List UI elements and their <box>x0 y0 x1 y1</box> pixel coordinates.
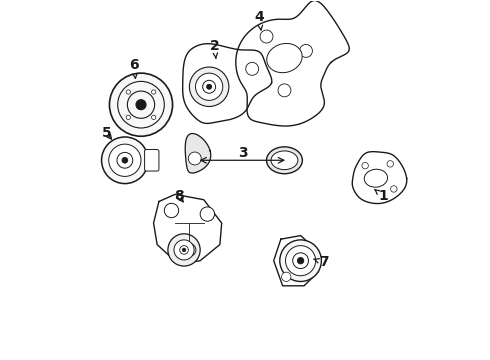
Circle shape <box>101 137 148 184</box>
Polygon shape <box>352 152 407 203</box>
Text: 3: 3 <box>239 146 248 160</box>
Text: 7: 7 <box>314 256 329 270</box>
Polygon shape <box>183 44 272 123</box>
Circle shape <box>299 44 313 57</box>
Text: 4: 4 <box>254 10 264 30</box>
Circle shape <box>245 62 259 75</box>
Circle shape <box>151 115 156 120</box>
Ellipse shape <box>267 44 302 73</box>
Circle shape <box>260 30 273 43</box>
Text: 6: 6 <box>129 58 139 78</box>
Polygon shape <box>274 235 318 286</box>
Text: 5: 5 <box>102 126 112 140</box>
FancyBboxPatch shape <box>145 149 159 171</box>
Circle shape <box>207 84 212 89</box>
Circle shape <box>362 162 368 169</box>
Ellipse shape <box>271 151 298 170</box>
Circle shape <box>182 248 186 252</box>
Circle shape <box>278 84 291 97</box>
Circle shape <box>282 272 291 282</box>
Circle shape <box>122 157 128 163</box>
Ellipse shape <box>267 147 302 174</box>
Circle shape <box>200 207 215 221</box>
Circle shape <box>196 73 223 100</box>
Polygon shape <box>153 194 221 264</box>
Circle shape <box>126 115 130 120</box>
Circle shape <box>168 234 200 266</box>
Circle shape <box>293 253 309 269</box>
Text: 2: 2 <box>210 39 220 58</box>
Circle shape <box>391 186 397 192</box>
Circle shape <box>203 80 216 93</box>
Circle shape <box>188 152 201 165</box>
Text: 1: 1 <box>375 189 388 203</box>
Text: 8: 8 <box>174 189 184 203</box>
Polygon shape <box>185 134 211 173</box>
Circle shape <box>174 240 194 260</box>
Circle shape <box>297 257 304 264</box>
Circle shape <box>109 73 172 136</box>
Circle shape <box>109 144 141 176</box>
Circle shape <box>190 67 229 107</box>
Circle shape <box>280 240 321 282</box>
Circle shape <box>126 90 130 94</box>
Circle shape <box>164 203 179 218</box>
Ellipse shape <box>364 169 388 187</box>
Circle shape <box>286 246 316 276</box>
Circle shape <box>180 246 188 254</box>
Circle shape <box>136 100 146 110</box>
Polygon shape <box>236 0 349 126</box>
Circle shape <box>117 152 133 168</box>
Circle shape <box>183 243 196 256</box>
Circle shape <box>387 161 393 167</box>
Circle shape <box>151 90 156 94</box>
